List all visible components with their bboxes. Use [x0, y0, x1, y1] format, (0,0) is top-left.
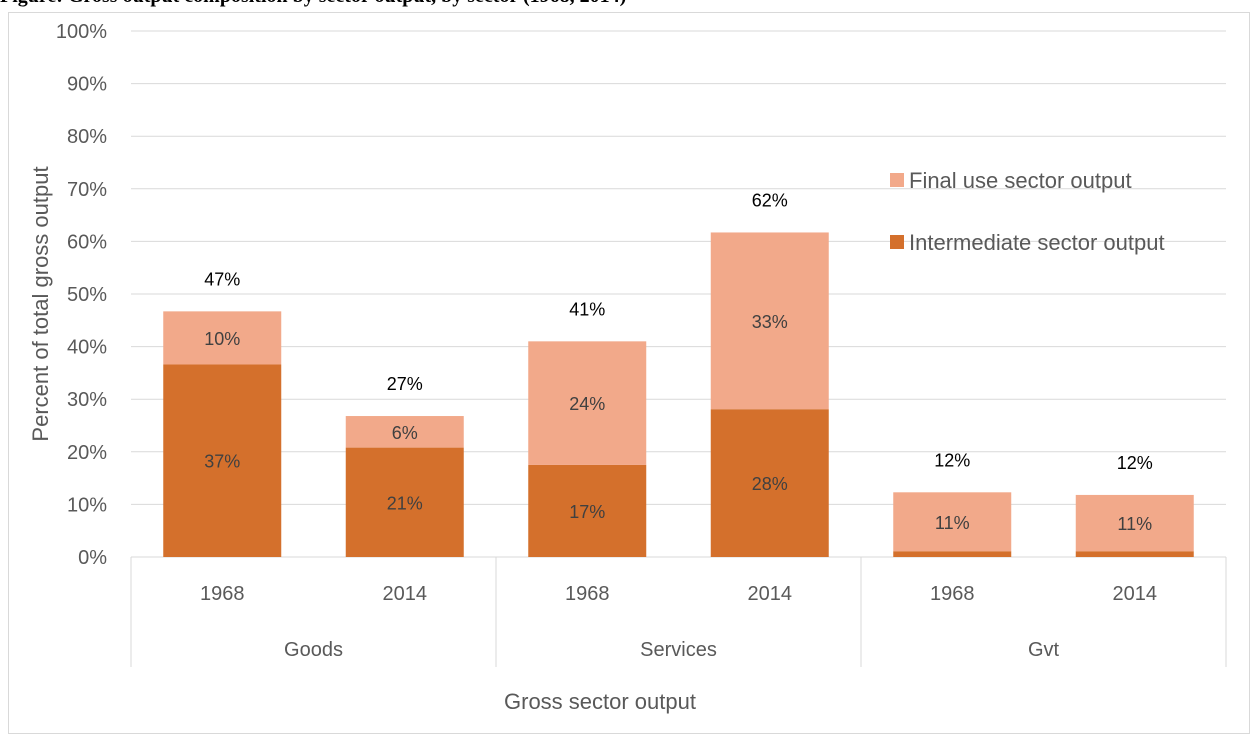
- x-tick-label: 2014: [1113, 583, 1158, 605]
- bar-value-label: 6%: [392, 423, 418, 443]
- bar-segment: [893, 492, 1012, 552]
- bar-value-label: 37%: [204, 452, 240, 472]
- bar-total-label: 27%: [387, 374, 423, 394]
- x-tick-label: 1968: [200, 583, 245, 605]
- bar-total-label: 12%: [1117, 453, 1153, 473]
- bar-total-label: 62%: [752, 190, 788, 210]
- y-tick-label: 70%: [67, 179, 107, 201]
- y-axis-title: Percent of total gross output: [28, 166, 53, 441]
- bar-total-label: 47%: [204, 269, 240, 289]
- bar-segment: [528, 464, 647, 557]
- bar-value-label: 11%: [935, 513, 970, 533]
- bar-value-label: 10%: [204, 329, 240, 349]
- bar-segment: [163, 364, 282, 557]
- legend-label: Intermediate sector output: [909, 230, 1165, 255]
- bar-segment: [1075, 551, 1194, 557]
- x-tick-label: 2014: [383, 583, 428, 605]
- chart-title: Figure: Gross output composition by sect…: [0, 0, 1252, 16]
- bar-total-label: 12%: [934, 450, 970, 470]
- y-tick-label: 90%: [67, 74, 107, 96]
- y-tick-label: 80%: [67, 126, 107, 148]
- y-tick-label: 0%: [78, 547, 107, 569]
- bar-segment: [710, 232, 829, 410]
- x-group-label: Gvt: [1028, 639, 1060, 661]
- bar-value-label: 17%: [569, 502, 605, 522]
- x-tick-label: 2014: [748, 583, 793, 605]
- x-group-label: Goods: [284, 639, 343, 661]
- legend-swatch: [890, 173, 904, 187]
- bar-value-label: 21%: [387, 493, 423, 513]
- x-group-label: Services: [640, 639, 717, 661]
- bar-value-label: 33%: [752, 312, 788, 332]
- bar-value-label: 28%: [752, 474, 788, 494]
- bar-segment: [893, 551, 1012, 557]
- x-tick-label: 1968: [930, 583, 975, 605]
- legend-label: Final use sector output: [909, 168, 1132, 193]
- bar-segment: [528, 341, 647, 465]
- bar-total-label: 41%: [569, 299, 605, 319]
- x-tick-label: 1968: [565, 583, 610, 605]
- legend-swatch: [890, 235, 904, 249]
- bar-segment: [710, 409, 829, 557]
- bar-segment: [163, 311, 282, 365]
- y-tick-label: 40%: [67, 337, 107, 359]
- bar-value-label: 24%: [569, 394, 605, 414]
- y-tick-label: 20%: [67, 442, 107, 464]
- bar-value-label: 11%: [1117, 514, 1152, 534]
- x-axis-title: Gross sector output: [504, 689, 696, 714]
- y-tick-label: 30%: [67, 389, 107, 411]
- bar-segment: [345, 416, 464, 448]
- y-tick-label: 10%: [67, 494, 107, 516]
- y-tick-label: 100%: [56, 21, 107, 43]
- bar-segment: [345, 447, 464, 557]
- y-tick-label: 50%: [67, 284, 107, 306]
- y-tick-label: 60%: [67, 231, 107, 253]
- bar-segment: [1075, 494, 1194, 552]
